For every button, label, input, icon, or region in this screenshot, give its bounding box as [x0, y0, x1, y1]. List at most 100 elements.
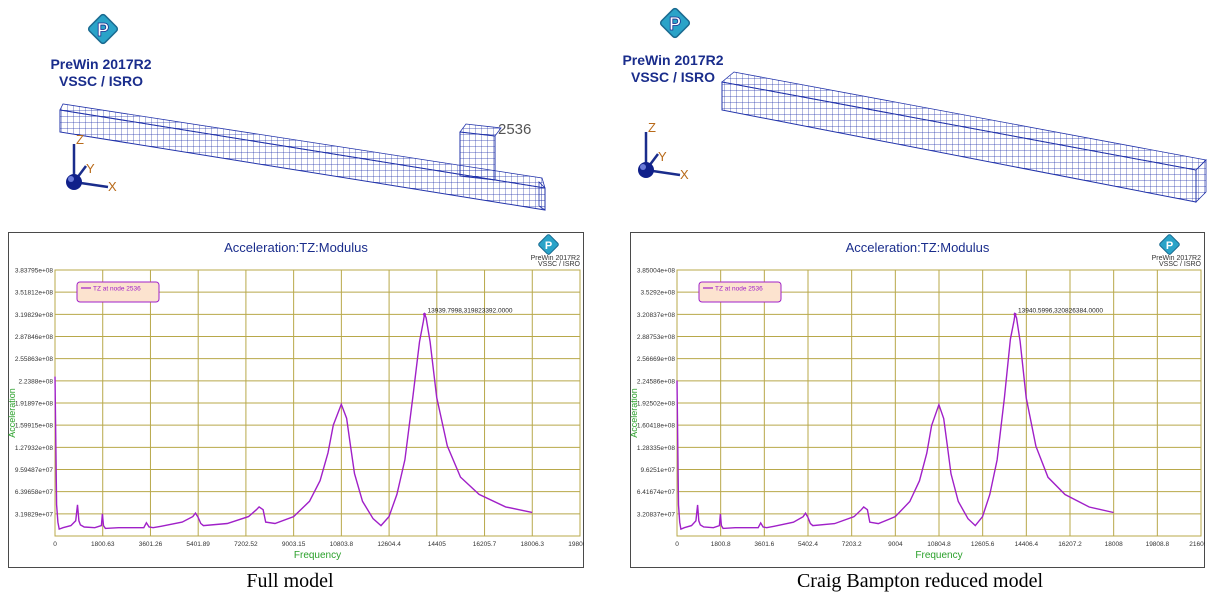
y-tick-label: 3.20837e+07 — [637, 511, 676, 518]
x-tick-label: 14405 — [428, 541, 446, 548]
chart-title: Acceleration:TZ:Modulus — [224, 240, 368, 255]
y-tick-label: 1.59915e+08 — [15, 423, 54, 430]
beam-mesh-front — [721, 81, 1197, 203]
x-tick-label: 18008 — [1105, 541, 1123, 548]
legend-box — [76, 281, 160, 303]
x-tick-label: 19806.9 — [568, 541, 584, 548]
watermark-text: PreWin 2017R2 — [531, 255, 581, 262]
caption-full-model: Full model — [246, 570, 334, 592]
brand-line2: VSSC / ISRO — [58, 73, 144, 89]
y-tick-label: 2.87846e+08 — [15, 334, 54, 341]
x-tick-label: 10804.8 — [927, 541, 951, 548]
series-line — [676, 311, 1114, 531]
y-tick-label: 3.85004e+08 — [637, 268, 676, 275]
y-tick-label: 3.83795e+08 — [15, 268, 54, 275]
x-tick-label: 5402.4 — [798, 541, 818, 548]
peak-marker — [1013, 312, 1017, 316]
x-tick-label: 3601.26 — [139, 541, 163, 548]
y-tick-label: 3.19829e+08 — [15, 312, 54, 319]
x-axis-label: Frequency — [915, 550, 962, 561]
x-tick-label: 9003.15 — [282, 541, 306, 548]
y-tick-label: 1.27932e+08 — [15, 445, 54, 452]
y-axis-label: Acceleration — [630, 388, 639, 438]
chart-title: Acceleration:TZ:Modulus — [846, 240, 990, 255]
watermark-logo-icon: P — [538, 234, 559, 255]
x-tick-label: 18006.3 — [521, 541, 545, 548]
beam-mesh-end — [538, 181, 546, 211]
y-tick-label: 3.5292e+08 — [640, 290, 675, 297]
x-tick-label: 16205.7 — [473, 541, 497, 548]
axis-triad-icon: Z Y X — [66, 132, 117, 194]
peak-annotation: 13939.7998,319823392.0000 — [427, 307, 512, 314]
svg-text:P: P — [1166, 240, 1173, 252]
peak-annotation: 13940.5996,320826384.0000 — [1018, 307, 1103, 314]
x-tick-label: 9004 — [888, 541, 903, 548]
x-axis-label: Frequency — [294, 550, 341, 561]
chart-full-model: Acceleration:TZ:Modulus P PreWin 2017R2VSS… — [8, 232, 584, 568]
y-tick-label: 3.20837e+08 — [637, 312, 676, 319]
triad-y: Y — [86, 161, 95, 176]
x-tick-label: 3601.6 — [754, 541, 774, 548]
y-tick-label: 2.55863e+08 — [15, 356, 54, 363]
x-tick-label: 7203.2 — [842, 541, 862, 548]
logo-letter: P — [669, 14, 681, 34]
y-tick-label: 6.39658e+07 — [15, 489, 54, 496]
y-tick-label: 2.88753e+08 — [637, 334, 676, 341]
brand-line1: PreWin 2017R2 — [50, 56, 152, 72]
series-line — [54, 311, 533, 531]
node-label: 2536 — [498, 121, 531, 138]
y-tick-label: 2.56669e+08 — [637, 356, 676, 363]
beam-mesh-end — [1195, 159, 1207, 203]
prewin-logo-icon: P — [87, 13, 119, 45]
x-tick-label: 0 — [675, 541, 679, 548]
block-mesh — [459, 131, 496, 181]
logo-letter: P — [97, 20, 109, 40]
y-tick-label: 3.19829e+07 — [15, 511, 54, 518]
y-tick-label: 9.6251e+07 — [640, 467, 675, 474]
x-tick-label: 5401.89 — [186, 541, 210, 548]
watermark-text: VSSC / ISRO — [538, 261, 581, 268]
x-tick-label: 10803.8 — [330, 541, 354, 548]
brand-line1: PreWin 2017R2 — [622, 52, 724, 68]
svg-text:P: P — [545, 240, 552, 252]
legend-label: TZ at node 2536 — [715, 286, 763, 293]
x-tick-label: 12604.4 — [377, 541, 401, 548]
triad-x: X — [108, 179, 117, 194]
y-tick-label: 1.92502e+08 — [637, 401, 676, 408]
mesh-view-full: 2536 — [59, 103, 546, 211]
y-tick-label: 1.91897e+08 — [15, 401, 54, 408]
y-tick-label: 1.28335e+08 — [637, 445, 676, 452]
x-tick-label: 12605.6 — [971, 541, 995, 548]
x-tick-label: 1800.63 — [91, 541, 115, 548]
caption-reduced-model: Craig Bampton reduced model — [796, 570, 1044, 592]
triad-y: Y — [658, 149, 667, 164]
chart-reduced-model: Acceleration:TZ:Modulus P PreWin 2017R2VSS… — [630, 232, 1205, 568]
beam-mesh-top — [59, 103, 546, 189]
x-tick-label: 21609.6 — [1189, 541, 1205, 548]
y-tick-label: 2.2388e+08 — [18, 378, 53, 385]
y-tick-label: 1.60418e+08 — [637, 423, 676, 430]
x-tick-label: 19808.8 — [1146, 541, 1170, 548]
y-axis-label: Acceleration — [8, 388, 17, 438]
axis-triad-icon: Z Y X — [638, 120, 689, 182]
watermark-text: VSSC / ISRO — [1159, 261, 1202, 268]
x-tick-label: 1800.8 — [711, 541, 731, 548]
prewin-logo-icon: P — [659, 7, 691, 39]
x-tick-label: 7202.52 — [234, 541, 258, 548]
mesh-view-reduced — [721, 71, 1207, 203]
watermark-logo-icon: P — [1159, 234, 1180, 255]
legend-box — [698, 281, 782, 303]
y-tick-label: 3.51812e+08 — [15, 290, 54, 297]
legend-label: TZ at node 2536 — [93, 286, 141, 293]
x-tick-label: 14406.4 — [1015, 541, 1039, 548]
y-tick-label: 6.41674e+07 — [637, 489, 676, 496]
y-tick-label: 9.59487e+07 — [15, 467, 54, 474]
brand-line2: VSSC / ISRO — [630, 69, 716, 85]
x-tick-label: 0 — [53, 541, 57, 548]
triad-x: X — [680, 167, 689, 182]
triad-z: Z — [648, 120, 656, 135]
y-tick-label: 2.24586e+08 — [637, 378, 676, 385]
triad-z: Z — [76, 132, 84, 147]
watermark-text: PreWin 2017R2 — [1152, 255, 1202, 262]
x-tick-label: 16207.2 — [1058, 541, 1082, 548]
